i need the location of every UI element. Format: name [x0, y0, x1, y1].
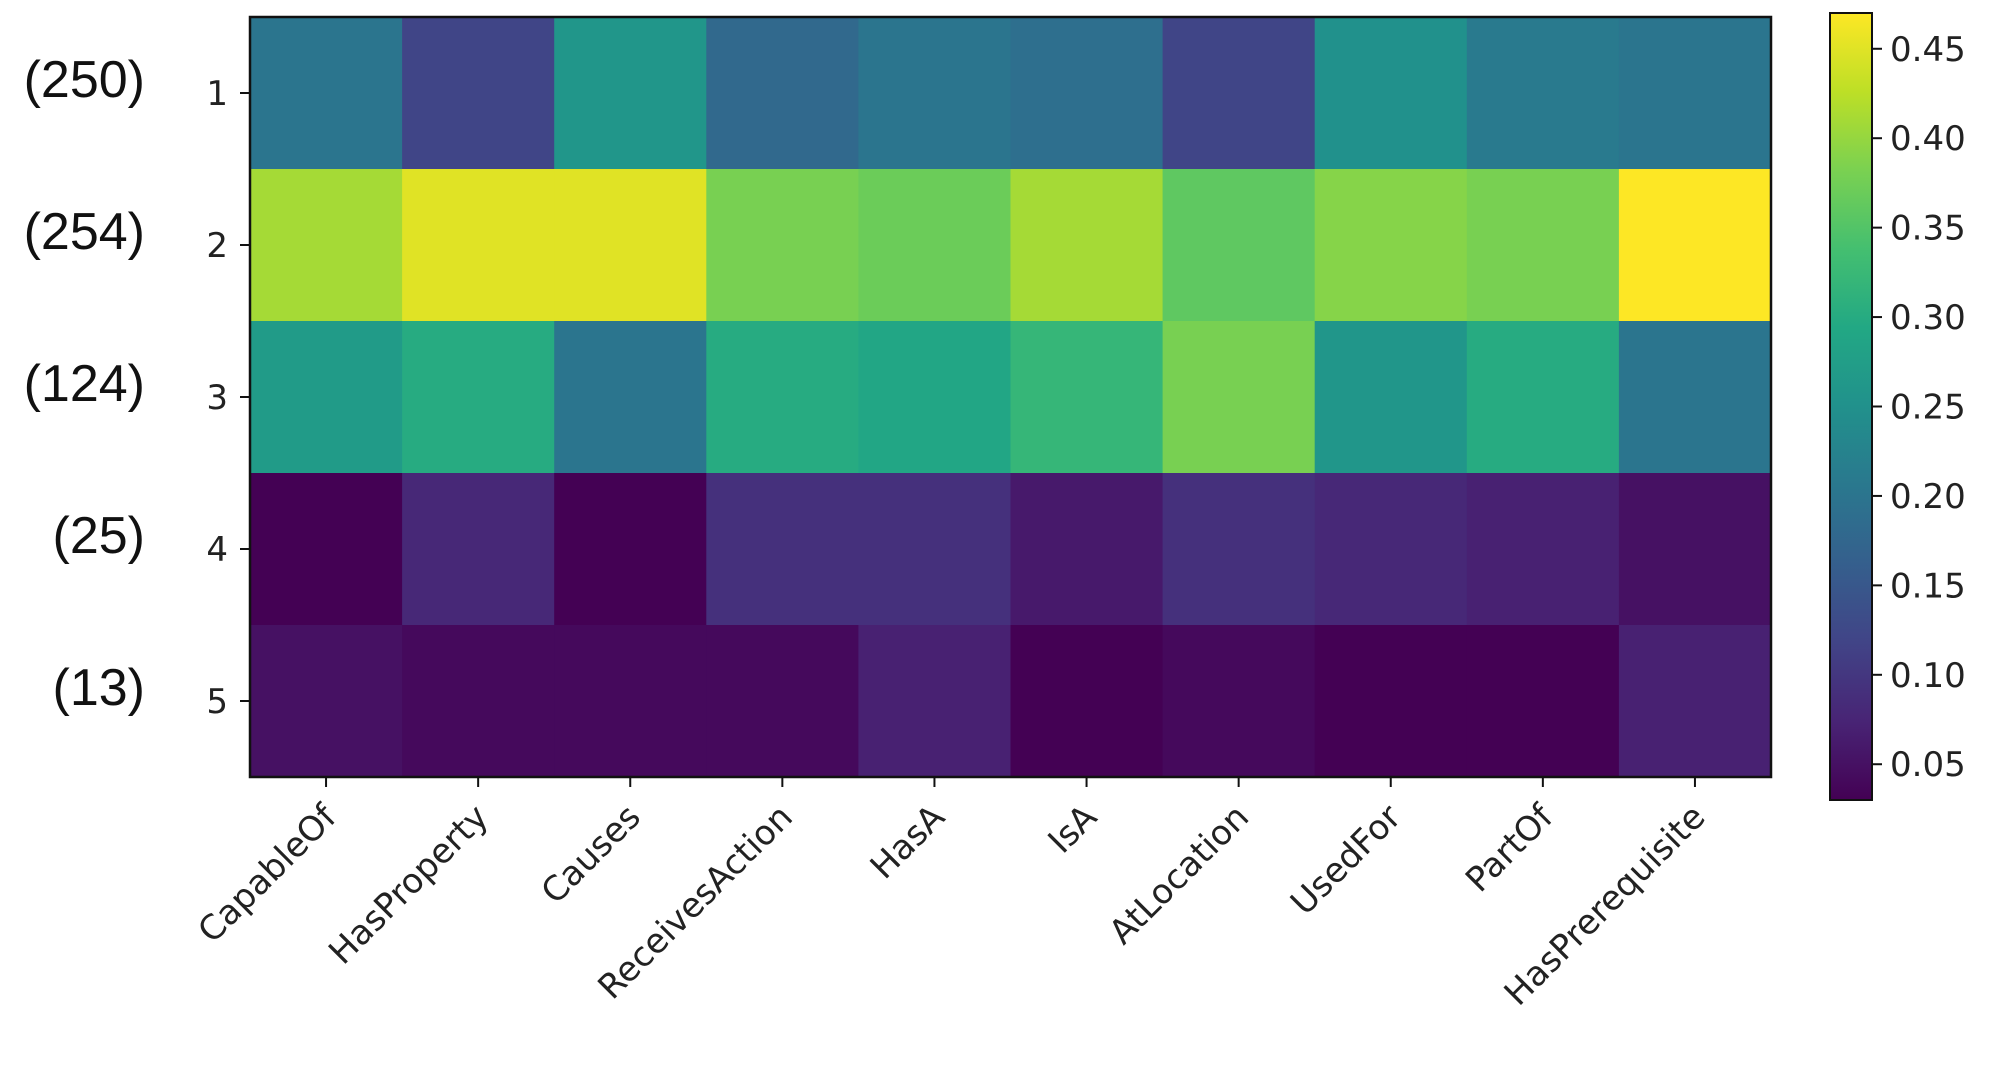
colorbar-bar	[1829, 12, 1873, 801]
heatmap-cell	[402, 321, 555, 474]
heatmap-cell	[1010, 625, 1164, 778]
heatmap-cell	[402, 17, 555, 170]
heatmap-cell	[1466, 473, 1620, 626]
heatmap-cell	[1314, 17, 1468, 170]
column-label: Causes	[534, 797, 649, 912]
heatmap-cell	[1618, 473, 1772, 626]
column-label: HasA	[863, 797, 953, 887]
heatmap-cell	[1466, 625, 1620, 778]
row-count-label: (25)	[53, 507, 145, 565]
colorbar-tick-label: 0.40	[1890, 119, 1966, 159]
column-label: UsedFor	[1283, 797, 1409, 923]
row-count-label: (254)	[24, 203, 145, 261]
row-count-label: (13)	[53, 659, 145, 717]
heatmap-cell	[554, 473, 707, 626]
heatmap-cell	[1618, 321, 1772, 474]
heatmap-cell	[402, 169, 555, 322]
column-label: PartOf	[1458, 796, 1562, 900]
heatmap-cell	[402, 473, 555, 626]
row-count-label: (124)	[24, 355, 145, 413]
column-label: AtLocation	[1102, 797, 1257, 952]
column-label: IsA	[1041, 797, 1105, 861]
heatmap-cell	[706, 17, 859, 170]
row-label: 2	[206, 226, 228, 266]
heatmap-cell	[250, 17, 403, 170]
row-count-label: (250)	[24, 51, 145, 109]
heatmap-cell	[250, 169, 403, 322]
heatmap-cell	[1466, 169, 1620, 322]
heatmap-cell	[858, 17, 1011, 170]
colorbar-tick-label: 0.25	[1890, 388, 1966, 428]
heatmap-cell	[706, 625, 859, 778]
heatmap-cell	[1162, 17, 1316, 170]
heatmap-cell	[1618, 169, 1772, 322]
row-label: 1	[206, 74, 228, 114]
heatmap-cell	[1314, 473, 1468, 626]
column-label: CapableOf	[190, 796, 345, 951]
row-labels: 1 (250) 2 (254) 3 (124) 4 (25) 5 (13)	[24, 51, 250, 722]
heatmap-cell	[706, 321, 859, 474]
colorbar-tick-label: 0.20	[1890, 477, 1966, 517]
heatmap-cell	[250, 473, 403, 626]
colorbar: 0.05 0.10 0.15 0.20 0.25 0.30 0.35 0.40 0.45	[1829, 12, 1966, 801]
heatmap-cell	[1010, 473, 1164, 626]
colorbar-tick-label: 0.10	[1890, 656, 1966, 696]
row-label: 5	[206, 682, 228, 722]
row-label: 3	[206, 378, 228, 418]
heatmap-cell	[1010, 321, 1164, 474]
heatmap-cell	[402, 625, 555, 778]
heatmap-cell	[1314, 625, 1468, 778]
column-label: HasProperty	[321, 797, 496, 972]
heatmap-cell	[1466, 17, 1620, 170]
heatmap-cell	[554, 625, 707, 778]
colorbar-tick-label: 0.15	[1890, 566, 1966, 606]
heatmap-cell	[1010, 17, 1164, 170]
heatmap-cell	[1618, 17, 1772, 170]
colorbar-tick-label: 0.45	[1890, 30, 1966, 70]
row-label: 4	[206, 530, 228, 570]
heatmap-cell	[554, 169, 707, 322]
heatmap-cell	[1618, 625, 1772, 778]
colorbar-tick-label: 0.30	[1890, 298, 1966, 338]
colorbar-tick-label: 0.05	[1890, 745, 1966, 785]
heatmap-cell	[1162, 473, 1316, 626]
heatmap-cell	[1162, 625, 1316, 778]
heatmap-cell	[858, 625, 1011, 778]
heatmap-cells	[248, 15, 1773, 779]
heatmap-cell	[858, 321, 1011, 474]
heatmap-cell	[1466, 321, 1620, 474]
heatmap-cell	[1162, 169, 1316, 322]
heatmap-cell	[858, 473, 1011, 626]
heatmap-cell	[706, 169, 859, 322]
heatmap-cell	[706, 473, 859, 626]
heatmap-cell	[554, 321, 707, 474]
heatmap-cell	[1162, 321, 1316, 474]
heatmap-cell	[1010, 169, 1164, 322]
heatmap-cell	[1314, 169, 1468, 322]
heatmap-cell	[554, 17, 707, 170]
heatmap-cell	[1314, 321, 1468, 474]
heatmap-cell	[250, 625, 403, 778]
heatmap-cell	[858, 169, 1011, 322]
colorbar-tick-label: 0.35	[1890, 209, 1966, 249]
heatmap-cell	[250, 321, 403, 474]
